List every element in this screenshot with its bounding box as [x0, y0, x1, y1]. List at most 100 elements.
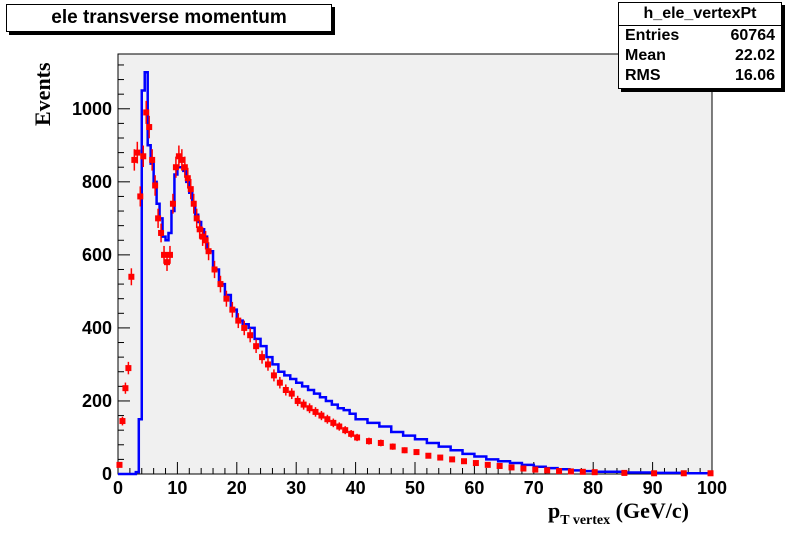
point-marker: [312, 408, 319, 415]
x-tick-label: 40: [346, 478, 366, 498]
data-point: [235, 313, 242, 329]
point-marker: [401, 447, 408, 454]
point-marker: [449, 456, 456, 463]
data-point: [125, 361, 132, 375]
point-marker: [125, 365, 132, 372]
point-marker: [164, 259, 171, 266]
data-point: [137, 186, 144, 207]
point-marker: [181, 164, 188, 171]
point-marker: [259, 354, 266, 361]
data-point: [158, 223, 165, 243]
data-point: [172, 156, 179, 178]
data-point: [294, 395, 301, 407]
data-point: [312, 407, 319, 417]
data-point: [149, 149, 156, 171]
point-marker: [152, 182, 159, 189]
point-marker: [137, 193, 144, 200]
y-tick-label: 800: [82, 172, 112, 192]
data-point: [484, 461, 491, 468]
data-point: [155, 208, 162, 229]
point-marker: [567, 468, 574, 475]
data-point: [276, 376, 283, 389]
point-marker: [437, 454, 444, 461]
point-marker: [318, 412, 325, 419]
histogram-line: [118, 71, 712, 476]
data-point: [247, 328, 254, 343]
point-marker: [425, 452, 432, 459]
point-marker: [264, 361, 271, 368]
plot-frame: [117, 53, 713, 475]
point-marker: [288, 390, 295, 397]
x-tick-label: 0: [113, 478, 123, 498]
data-point: [437, 454, 444, 461]
data-point: [146, 115, 153, 139]
data-point: [461, 458, 468, 465]
point-marker: [707, 470, 714, 477]
data-point: [193, 208, 200, 229]
point-marker: [122, 385, 129, 392]
x-tick-label: 20: [227, 478, 247, 498]
data-point: [229, 301, 236, 318]
point-marker: [166, 251, 173, 258]
data-point: [202, 231, 209, 250]
point-marker: [223, 295, 230, 302]
data-point: [166, 245, 173, 264]
data-point: [621, 469, 628, 476]
point-marker: [193, 215, 200, 222]
x-tick-label: 30: [286, 478, 306, 498]
x-tick-label: 50: [405, 478, 425, 498]
data-point: [190, 193, 197, 214]
point-marker: [508, 464, 515, 471]
point-marker: [241, 324, 248, 331]
data-point: [591, 469, 598, 476]
point-marker: [161, 251, 168, 258]
stats-row-rms: RMS 16.06: [619, 66, 781, 86]
point-marker: [544, 467, 551, 474]
point-marker: [300, 401, 307, 408]
point-marker: [175, 153, 182, 160]
point-marker: [169, 200, 176, 207]
x-tick-label: 80: [583, 478, 603, 498]
point-marker: [365, 438, 372, 445]
stats-label: RMS: [625, 67, 661, 84]
data-point: [282, 384, 289, 396]
stats-value: 60764: [730, 27, 776, 44]
data-point: [134, 141, 141, 164]
stats-label: Entries: [625, 27, 680, 44]
data-point: [223, 290, 230, 307]
x-tick-label: 100: [697, 478, 727, 498]
series-layer: [116, 71, 714, 477]
data-point: [544, 467, 551, 474]
y-tick-label: 600: [82, 245, 112, 265]
point-marker: [149, 156, 156, 163]
data-point: [449, 456, 456, 463]
data-point: [556, 468, 563, 475]
point-marker: [196, 226, 203, 233]
data-point: [348, 429, 355, 438]
y-tick-label: 0: [102, 464, 112, 484]
data-point: [288, 388, 295, 400]
y-tick-label: 1000: [72, 99, 112, 119]
point-marker: [205, 248, 212, 255]
data-point: [508, 464, 515, 471]
data-point: [324, 414, 331, 424]
point-marker: [211, 266, 218, 273]
point-marker: [377, 439, 384, 446]
point-marker: [217, 281, 224, 288]
point-marker: [282, 387, 289, 393]
point-marker: [140, 153, 147, 160]
data-point: [140, 145, 147, 168]
point-marker: [146, 124, 153, 131]
data-point: [175, 145, 182, 168]
point-marker: [413, 449, 420, 456]
point-marker: [336, 423, 343, 430]
data-point: [241, 320, 248, 336]
point-marker: [119, 418, 126, 425]
point-marker: [235, 317, 242, 324]
point-marker: [202, 237, 209, 244]
point-marker: [484, 461, 491, 468]
data-point: [342, 426, 349, 435]
point-marker: [651, 470, 658, 477]
stats-value: 16.06: [734, 67, 775, 84]
data-point: [264, 358, 271, 371]
